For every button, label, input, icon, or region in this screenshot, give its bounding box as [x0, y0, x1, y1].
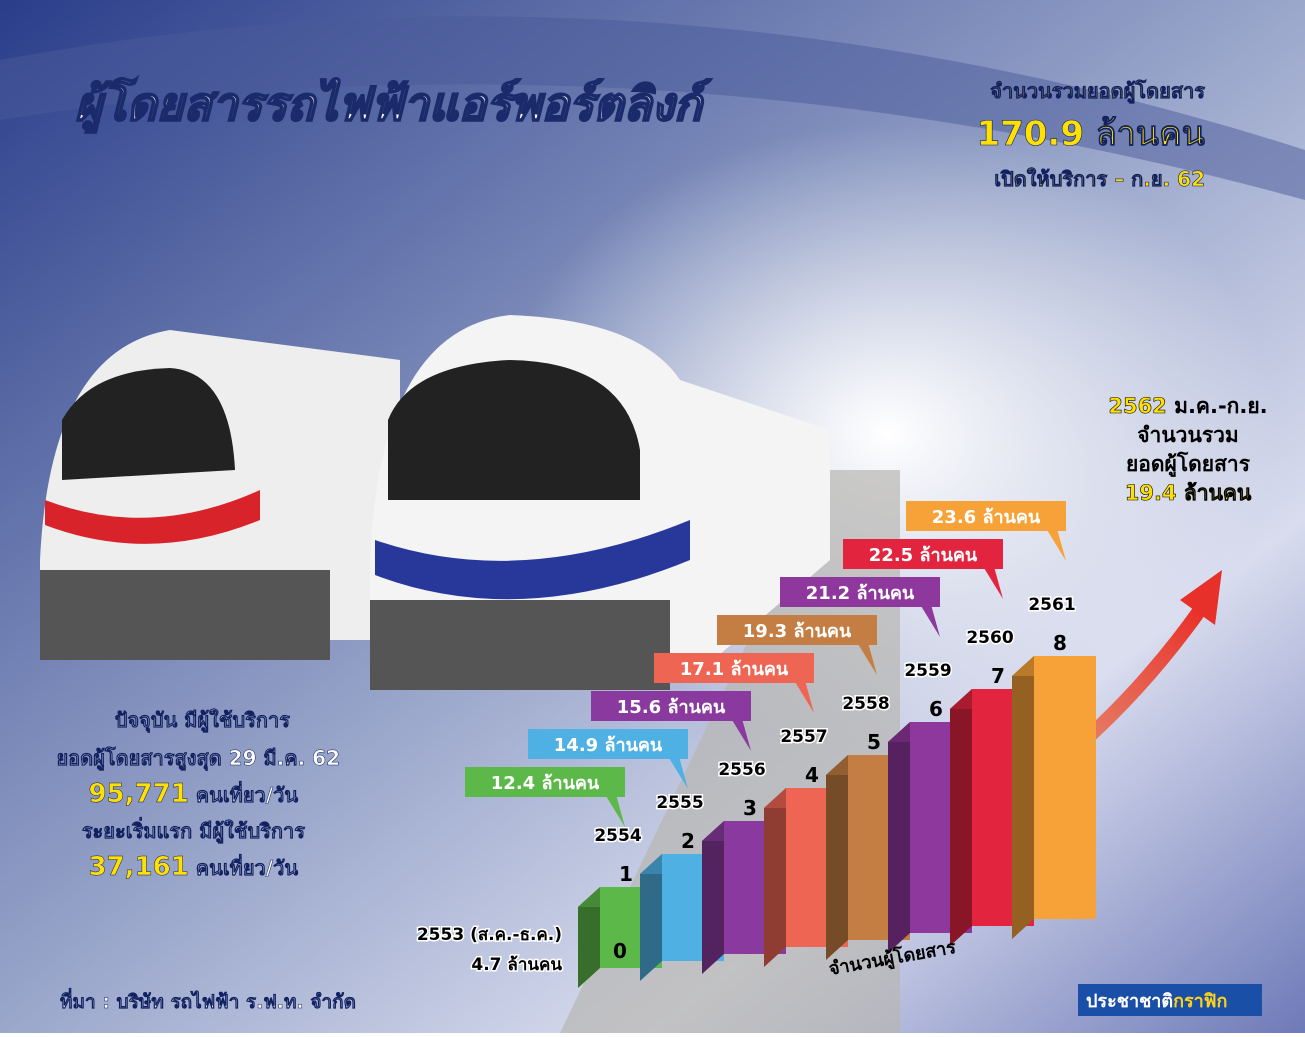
line: ยอดผู้โดยสาร	[1126, 451, 1251, 478]
stat-peak: 95,771 คนเที่ยว/วัน	[88, 779, 298, 809]
level-label: 6	[929, 697, 943, 721]
level-label: 5	[867, 730, 881, 754]
callout-box	[591, 691, 751, 721]
passengers-label: 17.1 ล้านคน	[680, 659, 789, 680]
callout-box	[465, 767, 625, 797]
level-label: 2	[681, 829, 695, 853]
year-label: 2556	[718, 760, 765, 780]
bar-side	[764, 788, 786, 967]
brand-a: ประชาชาติ	[1086, 991, 1173, 1012]
level-label: 0	[613, 939, 627, 963]
roof	[0, 16, 1305, 201]
passengers-label: 14.9 ล้านคน	[554, 735, 663, 756]
year-label: 2555	[656, 793, 703, 813]
level-label: 4	[805, 763, 819, 787]
bar-side	[1012, 656, 1034, 939]
stat-line: ปัจจุบัน มีผู้ใช้บริการ	[115, 708, 290, 734]
level-label: 7	[991, 664, 1005, 688]
stat-initial: 37,161 คนเที่ยว/วัน	[88, 852, 298, 882]
bar-side	[702, 821, 724, 974]
train-blue	[370, 315, 830, 690]
level-label: 1	[619, 862, 633, 886]
callout-box	[654, 653, 814, 683]
callout-box	[780, 577, 940, 607]
year-label: 2559	[904, 661, 951, 681]
bar-side	[578, 887, 600, 988]
year-label: 2558	[842, 694, 889, 714]
callout-pointer	[918, 601, 940, 637]
initial: 37,161	[88, 852, 188, 882]
year-2562: 2562 ม.ค.-ก.ย.	[1108, 394, 1267, 418]
level-label: 8	[1053, 631, 1067, 655]
callout-box	[906, 501, 1066, 531]
passengers-label: 12.4 ล้านคน	[491, 773, 600, 794]
line: จำนวนรวม	[1137, 423, 1239, 447]
callout-pointer	[792, 677, 814, 713]
passengers-label: 15.6 ล้านคน	[617, 697, 726, 718]
brand-b: กราฟิก	[1173, 991, 1227, 1012]
callout-pointer	[981, 563, 1003, 599]
passengers-label: 23.6 ล้านคน	[932, 507, 1041, 528]
unit: คนเที่ยว/วัน	[196, 780, 299, 807]
arrow-head	[1180, 570, 1222, 625]
brand-box	[1078, 984, 1262, 1016]
bar-side	[950, 689, 972, 946]
brand: ประชาชาติกราฟิก	[1086, 991, 1227, 1012]
year-label: 2554	[594, 826, 641, 846]
total-value: 170.9 ล้านคน	[976, 114, 1205, 154]
peak: 95,771	[88, 779, 188, 809]
callout-box	[528, 729, 688, 759]
year-label: 2560	[966, 628, 1013, 648]
callout-pointer	[729, 715, 751, 751]
passengers-label: 21.2 ล้านคน	[806, 583, 915, 604]
stat-line: ยอดผู้โดยสารสูงสุด 29 มี.ค. 62	[56, 746, 340, 772]
callout-pointer	[603, 791, 625, 827]
bar	[1034, 656, 1096, 919]
callout-pointer	[666, 753, 688, 789]
source: ที่มา : บริษัท รถไฟฟ้า ร.ฟ.ท. จำกัด	[60, 988, 356, 1013]
year-label: 2557	[780, 727, 827, 747]
bar-side	[640, 854, 662, 981]
bar-side	[826, 755, 848, 960]
year: 2562	[1108, 394, 1166, 418]
passengers-label: 4.7 ล้านคน	[471, 955, 562, 975]
bar-side	[888, 722, 910, 953]
callout-box	[717, 615, 877, 645]
unit: คนเที่ยว/วัน	[196, 853, 299, 880]
callout-box	[843, 539, 1003, 569]
year-label: 2553 (ส.ค.-ธ.ค.)	[417, 925, 562, 945]
total-caption: จำนวนรวมยอดผู้โดยสาร	[990, 79, 1205, 105]
months: ม.ค.-ก.ย.	[1174, 394, 1268, 418]
value: 19.4 ล้านคน	[1125, 481, 1252, 505]
train-red	[40, 330, 400, 660]
year-label: 2561	[1028, 595, 1075, 615]
title: ผู้โดยสารรถไฟฟ้าแอร์พอร์ตลิงก์	[75, 77, 712, 133]
stat-line: ระยะเริ่มแรก มีผู้ใช้บริการ	[82, 816, 305, 845]
total-period: เปิดให้บริการ – ก.ย. 62	[994, 167, 1205, 191]
passengers-label: 19.3 ล้านคน	[743, 621, 852, 642]
callout-pointer	[855, 639, 877, 675]
callout-pointer	[1044, 525, 1066, 561]
level-label: 3	[743, 796, 757, 820]
passengers-label: 22.5 ล้านคน	[869, 545, 978, 566]
